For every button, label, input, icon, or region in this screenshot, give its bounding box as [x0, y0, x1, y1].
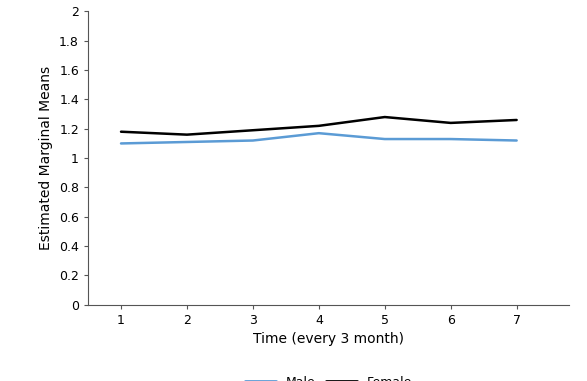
Male — [381, 137, 388, 141]
Male — [117, 141, 124, 146]
Female — [183, 132, 190, 137]
X-axis label: Time (every 3 month): Time (every 3 month) — [253, 332, 404, 346]
Male — [513, 138, 520, 143]
Line: Male: Male — [121, 133, 517, 143]
Legend: Male, Female: Male, Female — [245, 376, 413, 381]
Female — [249, 128, 257, 133]
Male — [183, 140, 190, 144]
Male — [447, 137, 454, 141]
Female — [513, 118, 520, 122]
Female — [381, 115, 388, 119]
Female — [117, 130, 124, 134]
Male — [315, 131, 322, 136]
Line: Female: Female — [121, 117, 517, 134]
Male — [249, 138, 257, 143]
Female — [315, 123, 322, 128]
Female — [447, 121, 454, 125]
Y-axis label: Estimated Marginal Means: Estimated Marginal Means — [39, 66, 53, 250]
